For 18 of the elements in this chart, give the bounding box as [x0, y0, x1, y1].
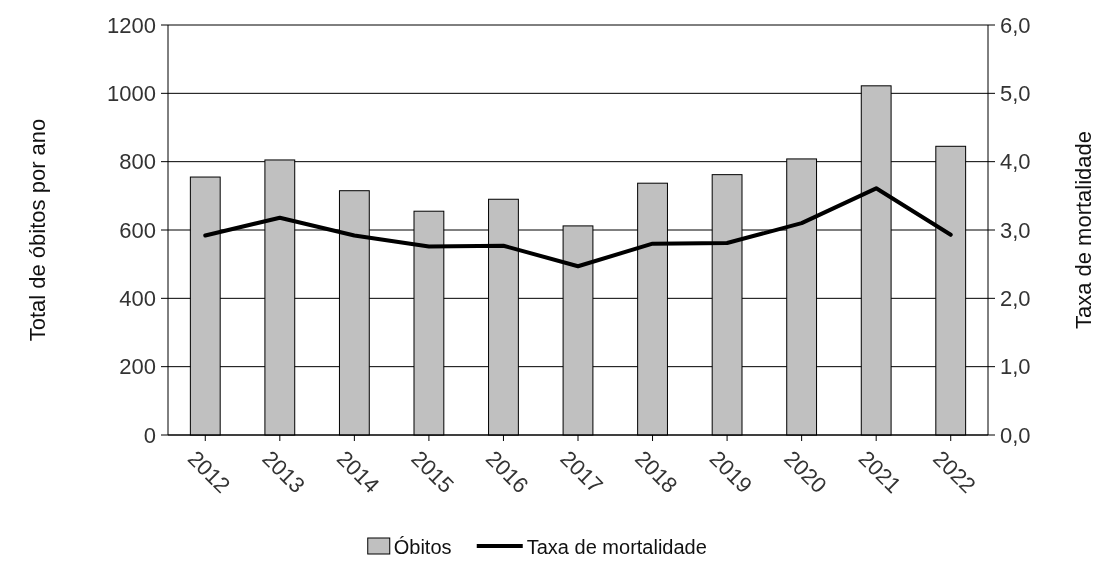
y2-tick-label: 6,0 [1000, 12, 1031, 38]
y-tick-label: 200 [119, 354, 156, 380]
legend-label: Taxa de mortalidade [526, 536, 707, 558]
y-tick-label: 0 [143, 422, 156, 448]
y2-tick-label: 5,0 [1000, 81, 1031, 107]
y2-tick-label: 1,0 [1000, 354, 1031, 380]
y-tick-label: 400 [119, 286, 156, 312]
legend-label: Óbitos [393, 536, 452, 558]
y2-tick-label: 0,0 [1000, 422, 1031, 448]
y2-tick-label: 4,0 [1000, 149, 1031, 175]
y-tick-label: 1000 [107, 81, 156, 107]
y2-axis-title: Taxa de mortalidade [1071, 130, 1096, 330]
y-tick-label: 600 [119, 217, 156, 243]
y-tick-label: 800 [119, 149, 156, 175]
y2-tick-label: 3,0 [1000, 217, 1031, 243]
y-tick-label: 1200 [107, 12, 156, 38]
y2-tick-label: 2,0 [1000, 286, 1031, 312]
y-axis-title: Total de óbitos por ano [25, 118, 50, 342]
